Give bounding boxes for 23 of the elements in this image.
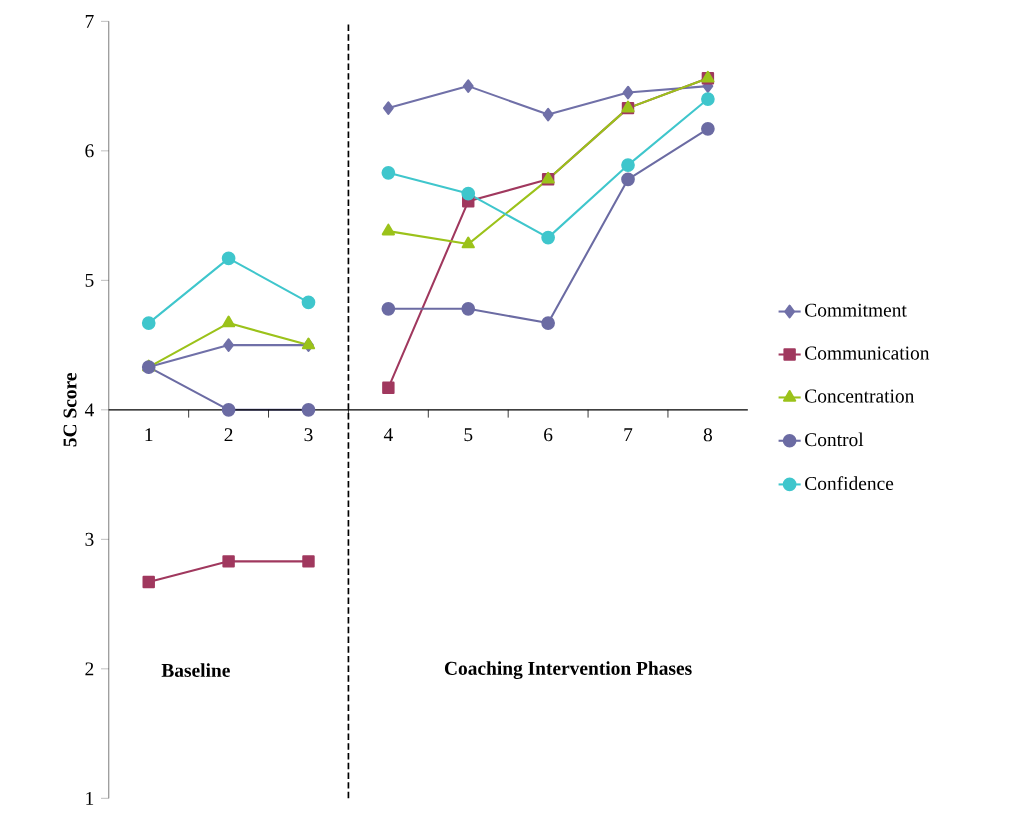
y-tick-label: 4: [84, 403, 94, 417]
y-tick-label: 1: [86, 792, 94, 805]
legend-label: Concentration: [805, 389, 915, 403]
legend-label: Control: [805, 432, 864, 447]
x-tick-label: 3: [304, 428, 313, 442]
x-tick-label: 8: [703, 428, 713, 442]
y-tick-label: 5: [85, 274, 94, 287]
y-tick-label: 2: [85, 662, 94, 676]
y-tick-label: 6: [85, 144, 94, 158]
annotation: Baseline: [161, 663, 230, 678]
y-tick-label: 3: [85, 532, 94, 546]
x-tick-label: 6: [544, 428, 553, 442]
x-tick-label: 4: [383, 428, 393, 442]
legend-label: Confidence: [805, 476, 894, 491]
x-tick-label: 7: [624, 428, 633, 442]
y-tick-label: 7: [85, 15, 94, 28]
legend-label: Communication: [805, 346, 930, 360]
annotation: Coaching Intervention Phases: [444, 661, 692, 680]
x-tick-label: 1: [145, 428, 153, 442]
x-tick-label: 5: [464, 428, 473, 442]
x-tick-label: 2: [224, 428, 233, 442]
legend-label: Commitment: [805, 303, 907, 317]
y-axis-title: 5C Score: [63, 373, 77, 447]
